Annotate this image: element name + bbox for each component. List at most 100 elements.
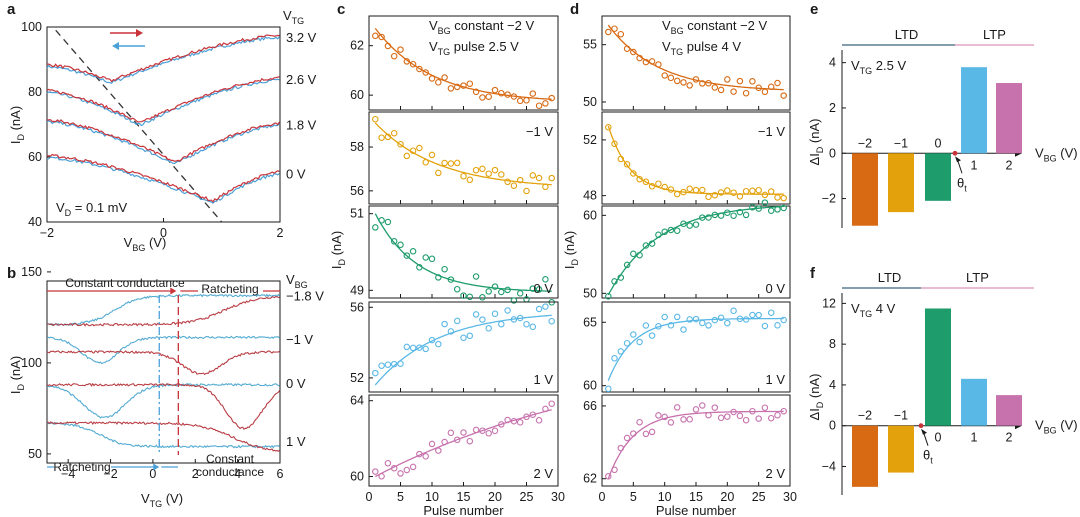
data-point	[466, 176, 474, 184]
data-point	[485, 325, 492, 332]
x-tick-label: 10	[425, 490, 439, 504]
x-tick-label: 25	[520, 490, 534, 504]
data-point	[441, 265, 448, 273]
series-line-26V-blue	[46, 78, 280, 127]
data-point	[780, 194, 787, 202]
data-point	[384, 459, 392, 467]
series-label: −1.8 V	[286, 289, 324, 304]
data-point	[535, 305, 543, 313]
data-point	[667, 74, 675, 82]
data-point	[717, 86, 725, 94]
y-tick-label: 66	[583, 399, 597, 413]
data-point	[409, 344, 417, 352]
data-point	[667, 186, 675, 193]
data-point	[686, 316, 693, 323]
data-point	[435, 447, 442, 454]
data-point	[724, 209, 731, 216]
annotation-vtg: VTG 4 V	[851, 301, 896, 319]
data-point	[453, 317, 461, 325]
data-point	[510, 182, 518, 189]
data-point	[736, 77, 744, 85]
data-point	[403, 343, 411, 351]
data-point	[780, 204, 787, 212]
y-tick-label: 65	[583, 315, 597, 329]
data-point	[730, 212, 737, 219]
data-point	[479, 165, 486, 173]
x-tick-label: 0	[366, 490, 373, 504]
data-point	[403, 58, 411, 65]
category-label: 2	[1006, 158, 1013, 172]
bar-0	[925, 153, 951, 201]
data-point	[397, 360, 404, 367]
data-point	[761, 199, 769, 206]
y-tick-label: 60	[350, 88, 364, 102]
data-point	[636, 251, 643, 259]
data-point	[542, 183, 549, 191]
fit-curve	[607, 410, 784, 479]
y-tick-label: −2	[822, 192, 836, 206]
data-point	[673, 190, 681, 198]
y-axis-label-group: ID (nA)	[8, 356, 26, 394]
panel-label-c: c	[337, 1, 345, 18]
x-tick-label: 0	[149, 467, 156, 481]
data-point	[447, 276, 455, 283]
y-tick-label: 80	[28, 85, 42, 99]
y-tick-label: 55	[583, 38, 597, 52]
data-point	[617, 444, 625, 452]
data-point	[767, 414, 775, 422]
legend-title: VTG	[283, 8, 304, 26]
x-tick-label: 4	[234, 467, 241, 481]
legend-arrowhead-blue	[112, 42, 119, 50]
subplot-label: −1 V	[758, 124, 785, 139]
data-point	[761, 404, 769, 411]
data-point	[699, 319, 706, 327]
y-tick-label: 40	[28, 215, 42, 229]
data-point	[630, 331, 637, 338]
data-point	[749, 78, 756, 85]
y-tick-label: 48	[583, 189, 597, 203]
data-point	[774, 206, 781, 213]
y-tick-label: 4	[829, 378, 836, 392]
category-label: −2	[858, 136, 872, 150]
data-point	[428, 151, 436, 159]
data-point	[453, 285, 461, 293]
data-point	[636, 338, 643, 346]
data-point	[742, 416, 750, 424]
data-point	[504, 416, 511, 424]
data-point	[472, 426, 480, 434]
bar-1	[961, 378, 987, 426]
data-point	[749, 204, 756, 211]
data-point	[491, 310, 499, 318]
data-point	[479, 427, 486, 434]
data-point	[661, 183, 668, 191]
data-point	[655, 412, 662, 419]
data-point	[605, 293, 612, 300]
x-tick-label: 6	[277, 467, 284, 481]
data-point	[636, 54, 643, 62]
data-point	[767, 207, 775, 214]
data-point	[447, 429, 455, 437]
data-point	[403, 152, 411, 160]
data-point	[699, 80, 706, 87]
data-point	[761, 88, 769, 96]
y-tick-label: 64	[350, 394, 364, 408]
data-point	[435, 79, 442, 86]
data-point	[605, 473, 612, 480]
category-label: −1	[894, 409, 908, 423]
data-point	[535, 102, 543, 109]
series-line-26V-red	[46, 76, 280, 123]
data-point	[724, 76, 731, 83]
data-point	[416, 144, 423, 152]
y-tick-label: 62	[583, 472, 597, 486]
data-point	[680, 416, 687, 423]
data-point	[384, 361, 392, 368]
bar-−2	[852, 425, 878, 487]
category-label: 1	[971, 158, 978, 172]
y-tick-label: 12	[822, 296, 836, 310]
threshold-label: θt	[923, 448, 933, 466]
data-point	[686, 222, 693, 229]
data-point	[730, 189, 737, 196]
data-point	[422, 69, 429, 76]
data-point	[447, 160, 455, 167]
data-point	[435, 340, 442, 348]
